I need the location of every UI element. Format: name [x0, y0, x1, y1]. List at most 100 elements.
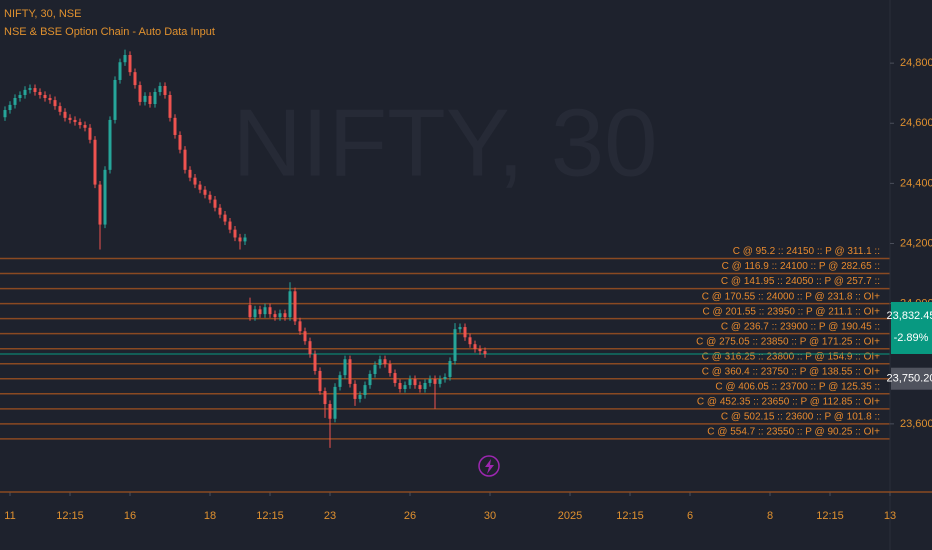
- candle-body: [173, 117, 177, 135]
- candle-body: [378, 359, 382, 365]
- candle-body: [153, 91, 157, 105]
- x-tick-label: 6: [687, 510, 693, 522]
- candle: [418, 381, 422, 393]
- candle-body: [83, 125, 87, 128]
- candle: [153, 88, 157, 108]
- candle-body: [403, 385, 407, 389]
- candle: [58, 102, 62, 116]
- candle: [278, 309, 282, 321]
- candles: [3, 49, 487, 448]
- candle-body: [68, 117, 72, 120]
- candle-body: [28, 88, 32, 90]
- candle: [263, 303, 267, 318]
- candle-body: [158, 85, 162, 92]
- candle-body: [23, 89, 27, 95]
- candle: [28, 84, 32, 94]
- last-price-label: 23,832.45: [887, 310, 932, 322]
- candle-body: [328, 404, 332, 419]
- candle-body: [258, 309, 262, 315]
- candle-body: [373, 364, 377, 374]
- candle-body: [388, 364, 392, 374]
- candle: [353, 380, 357, 406]
- candle-body: [473, 344, 477, 350]
- candle: [178, 131, 182, 154]
- candle: [183, 146, 187, 174]
- y-tick-label: 24,400.00: [900, 177, 932, 189]
- candle: [343, 355, 347, 379]
- option-level-label: C @ 236.7 :: 23900 :: P @ 190.45 ::: [721, 321, 880, 332]
- y-tick-label: 24,200.00: [900, 237, 932, 249]
- candle: [108, 116, 112, 174]
- candle: [303, 327, 307, 345]
- candle-body: [323, 391, 327, 405]
- candle: [168, 91, 172, 122]
- candle-body: [318, 370, 322, 392]
- option-level-label: C @ 95.2 :: 24150 :: P @ 311.1 ::: [733, 246, 880, 257]
- candle: [43, 91, 47, 102]
- last-price-change: -2.89%: [894, 332, 929, 344]
- candle-body: [338, 375, 342, 387]
- candle: [73, 116, 77, 126]
- candle-body: [443, 376, 447, 380]
- candle-body: [168, 94, 172, 118]
- candle: [438, 375, 442, 388]
- event-circle: [478, 455, 500, 477]
- candle-body: [18, 94, 22, 98]
- candle-body: [423, 382, 427, 389]
- candle-body: [273, 314, 277, 318]
- option-level-label: C @ 452.35 :: 23650 :: P @ 112.85 :: OI+: [697, 396, 880, 407]
- candle-body: [218, 207, 222, 215]
- candle: [143, 92, 147, 106]
- option-level-label: C @ 275.05 :: 23850 :: P @ 171.25 :: OI+: [696, 336, 880, 347]
- candle-body: [253, 309, 257, 318]
- candle: [423, 379, 427, 393]
- candle: [383, 355, 387, 368]
- candle-body: [248, 305, 252, 318]
- candle-body: [198, 184, 202, 190]
- candle: [348, 355, 352, 388]
- candle-body: [3, 110, 7, 118]
- candle-body: [8, 104, 12, 111]
- x-tick-label: 8: [767, 510, 773, 522]
- candle-body: [343, 359, 347, 376]
- candle-body: [63, 111, 67, 118]
- candle-body: [438, 379, 442, 384]
- candle-body: [118, 62, 122, 80]
- candle-body: [108, 119, 112, 170]
- candle: [298, 317, 302, 335]
- candle-body: [123, 55, 127, 63]
- option-level-label: C @ 201.55 :: 23950 :: P @ 211.1 :: OI+: [702, 306, 880, 317]
- option-level-label: C @ 502.15 :: 23600 :: P @ 101.8 ::: [721, 412, 880, 423]
- candle-body: [358, 395, 362, 399]
- bolt: [485, 459, 494, 474]
- candle: [288, 282, 292, 321]
- candle: [118, 58, 122, 84]
- event-icon[interactable]: [478, 455, 500, 477]
- candle: [323, 387, 327, 418]
- candle: [148, 92, 152, 108]
- y-tick-label: 24,800.00: [900, 57, 932, 69]
- candle-body: [458, 327, 462, 330]
- candle-body: [223, 214, 227, 222]
- indicator-name[interactable]: NSE & BSE Option Chain - Auto Data Input: [4, 26, 215, 38]
- candle-body: [238, 237, 242, 242]
- candle-body: [133, 72, 137, 86]
- candle-body: [243, 237, 247, 242]
- candle: [173, 114, 177, 139]
- y-tick-label: 24,600.00: [900, 117, 932, 129]
- candle: [88, 124, 92, 144]
- candle: [228, 217, 232, 234]
- candle-body: [468, 337, 472, 345]
- candle-body: [363, 385, 367, 396]
- candle-body: [448, 361, 452, 377]
- candle: [448, 357, 452, 381]
- x-tick-label: 13: [884, 510, 896, 522]
- candle-body: [193, 177, 197, 185]
- x-tick-label: 26: [404, 510, 416, 522]
- candle: [53, 96, 57, 110]
- candle-body: [88, 127, 92, 140]
- candle: [458, 323, 462, 333]
- candle: [413, 375, 417, 389]
- option-level-label: C @ 406.05 :: 23700 :: P @ 125.35 ::: [715, 381, 880, 392]
